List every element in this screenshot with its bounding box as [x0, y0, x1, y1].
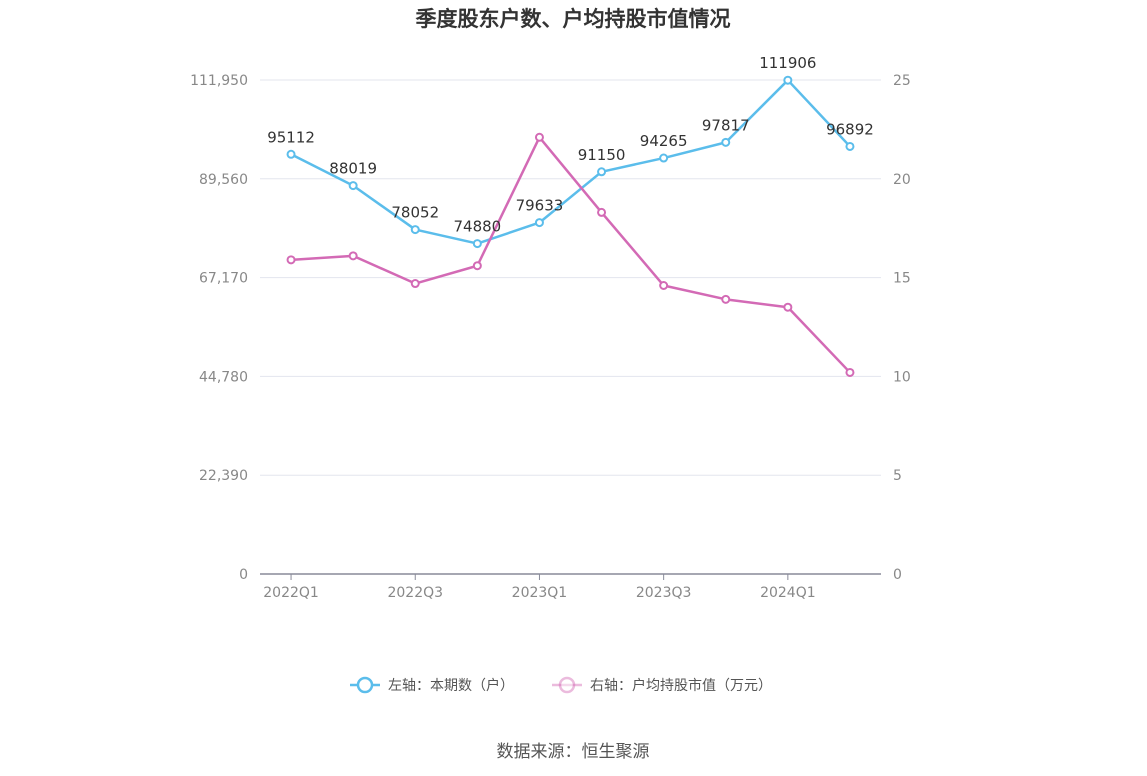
left-tick-label: 0: [239, 567, 248, 583]
legend-label: 左轴：本期数（户）: [388, 677, 514, 694]
legend-marker: [356, 676, 374, 694]
series-group: [286, 75, 855, 377]
data-point[interactable]: [472, 261, 482, 271]
series-line-2: [290, 136, 851, 374]
data-point[interactable]: [783, 302, 793, 312]
data-label: 74880: [453, 218, 501, 236]
x-tick-label: 2023Q3: [636, 585, 692, 601]
grid-lines: [260, 79, 881, 476]
left-tick-label: 111,950: [190, 73, 248, 89]
data-label: 88019: [329, 160, 377, 178]
data-point[interactable]: [597, 207, 607, 217]
data-point[interactable]: [845, 141, 855, 151]
data-point[interactable]: [286, 149, 296, 159]
right-tick-label: 10: [893, 369, 911, 385]
data-point[interactable]: [534, 132, 544, 142]
data-point[interactable]: [659, 153, 669, 163]
data-point[interactable]: [597, 167, 607, 177]
legend-item-1[interactable]: 左轴：本期数（户）: [350, 676, 514, 694]
data-labels: 95112 88019 78052 74880 79633 91150 94265 97817…: [267, 54, 874, 235]
data-label: 79633: [516, 197, 564, 215]
data-label: 111906: [759, 54, 816, 72]
right-tick-label: 15: [893, 271, 911, 287]
data-point[interactable]: [348, 251, 358, 261]
data-point[interactable]: [845, 367, 855, 377]
right-axis-ticks: 0 5 10 15 20 25: [893, 73, 911, 583]
data-point[interactable]: [472, 239, 482, 249]
data-label: 96892: [826, 120, 874, 138]
data-label: 91150: [578, 146, 626, 164]
data-point[interactable]: [286, 255, 296, 265]
data-point[interactable]: [534, 218, 544, 228]
x-tick-label: 2024Q1: [760, 585, 816, 601]
left-axis-ticks: 0 22,390 44,780 67,170 89,560 111,950: [190, 73, 248, 583]
right-tick-label: 5: [893, 468, 902, 484]
right-tick-label: 0: [893, 567, 902, 583]
data-label: 95112: [267, 128, 315, 146]
legend-marker: [558, 676, 576, 694]
right-tick-label: 20: [893, 172, 911, 188]
legend[interactable]: 左轴：本期数（户） 右轴：户均持股市值（万元）: [350, 676, 772, 694]
data-label: 97817: [702, 116, 750, 134]
left-tick-label: 22,390: [199, 468, 248, 484]
left-tick-label: 89,560: [199, 172, 248, 188]
legend-label: 右轴：户均持股市值（万元）: [590, 677, 772, 694]
data-point[interactable]: [659, 281, 669, 291]
data-point[interactable]: [348, 181, 358, 191]
x-tick-label: 2023Q1: [512, 585, 568, 601]
left-tick-label: 67,170: [199, 271, 248, 287]
data-point[interactable]: [721, 294, 731, 304]
data-label: 94265: [640, 132, 688, 150]
chart-title: 季度股东户数、户均持股市值情况: [416, 7, 731, 31]
x-axis: 2022Q1 2022Q3 2023Q1 2023Q3 2024Q1: [260, 573, 881, 601]
series-line-1: [290, 78, 851, 245]
data-point[interactable]: [410, 225, 420, 235]
data-point[interactable]: [721, 137, 731, 147]
x-tick-label: 2022Q1: [263, 585, 319, 601]
data-label: 78052: [391, 204, 439, 222]
x-tick-label: 2022Q3: [387, 585, 443, 601]
data-point[interactable]: [410, 279, 420, 289]
data-point[interactable]: [783, 75, 793, 85]
right-tick-label: 25: [893, 73, 911, 89]
left-tick-label: 44,780: [199, 369, 248, 385]
source-note: 数据来源：恒生聚源: [497, 742, 650, 762]
legend-item-2[interactable]: 右轴：户均持股市值（万元）: [552, 676, 772, 694]
